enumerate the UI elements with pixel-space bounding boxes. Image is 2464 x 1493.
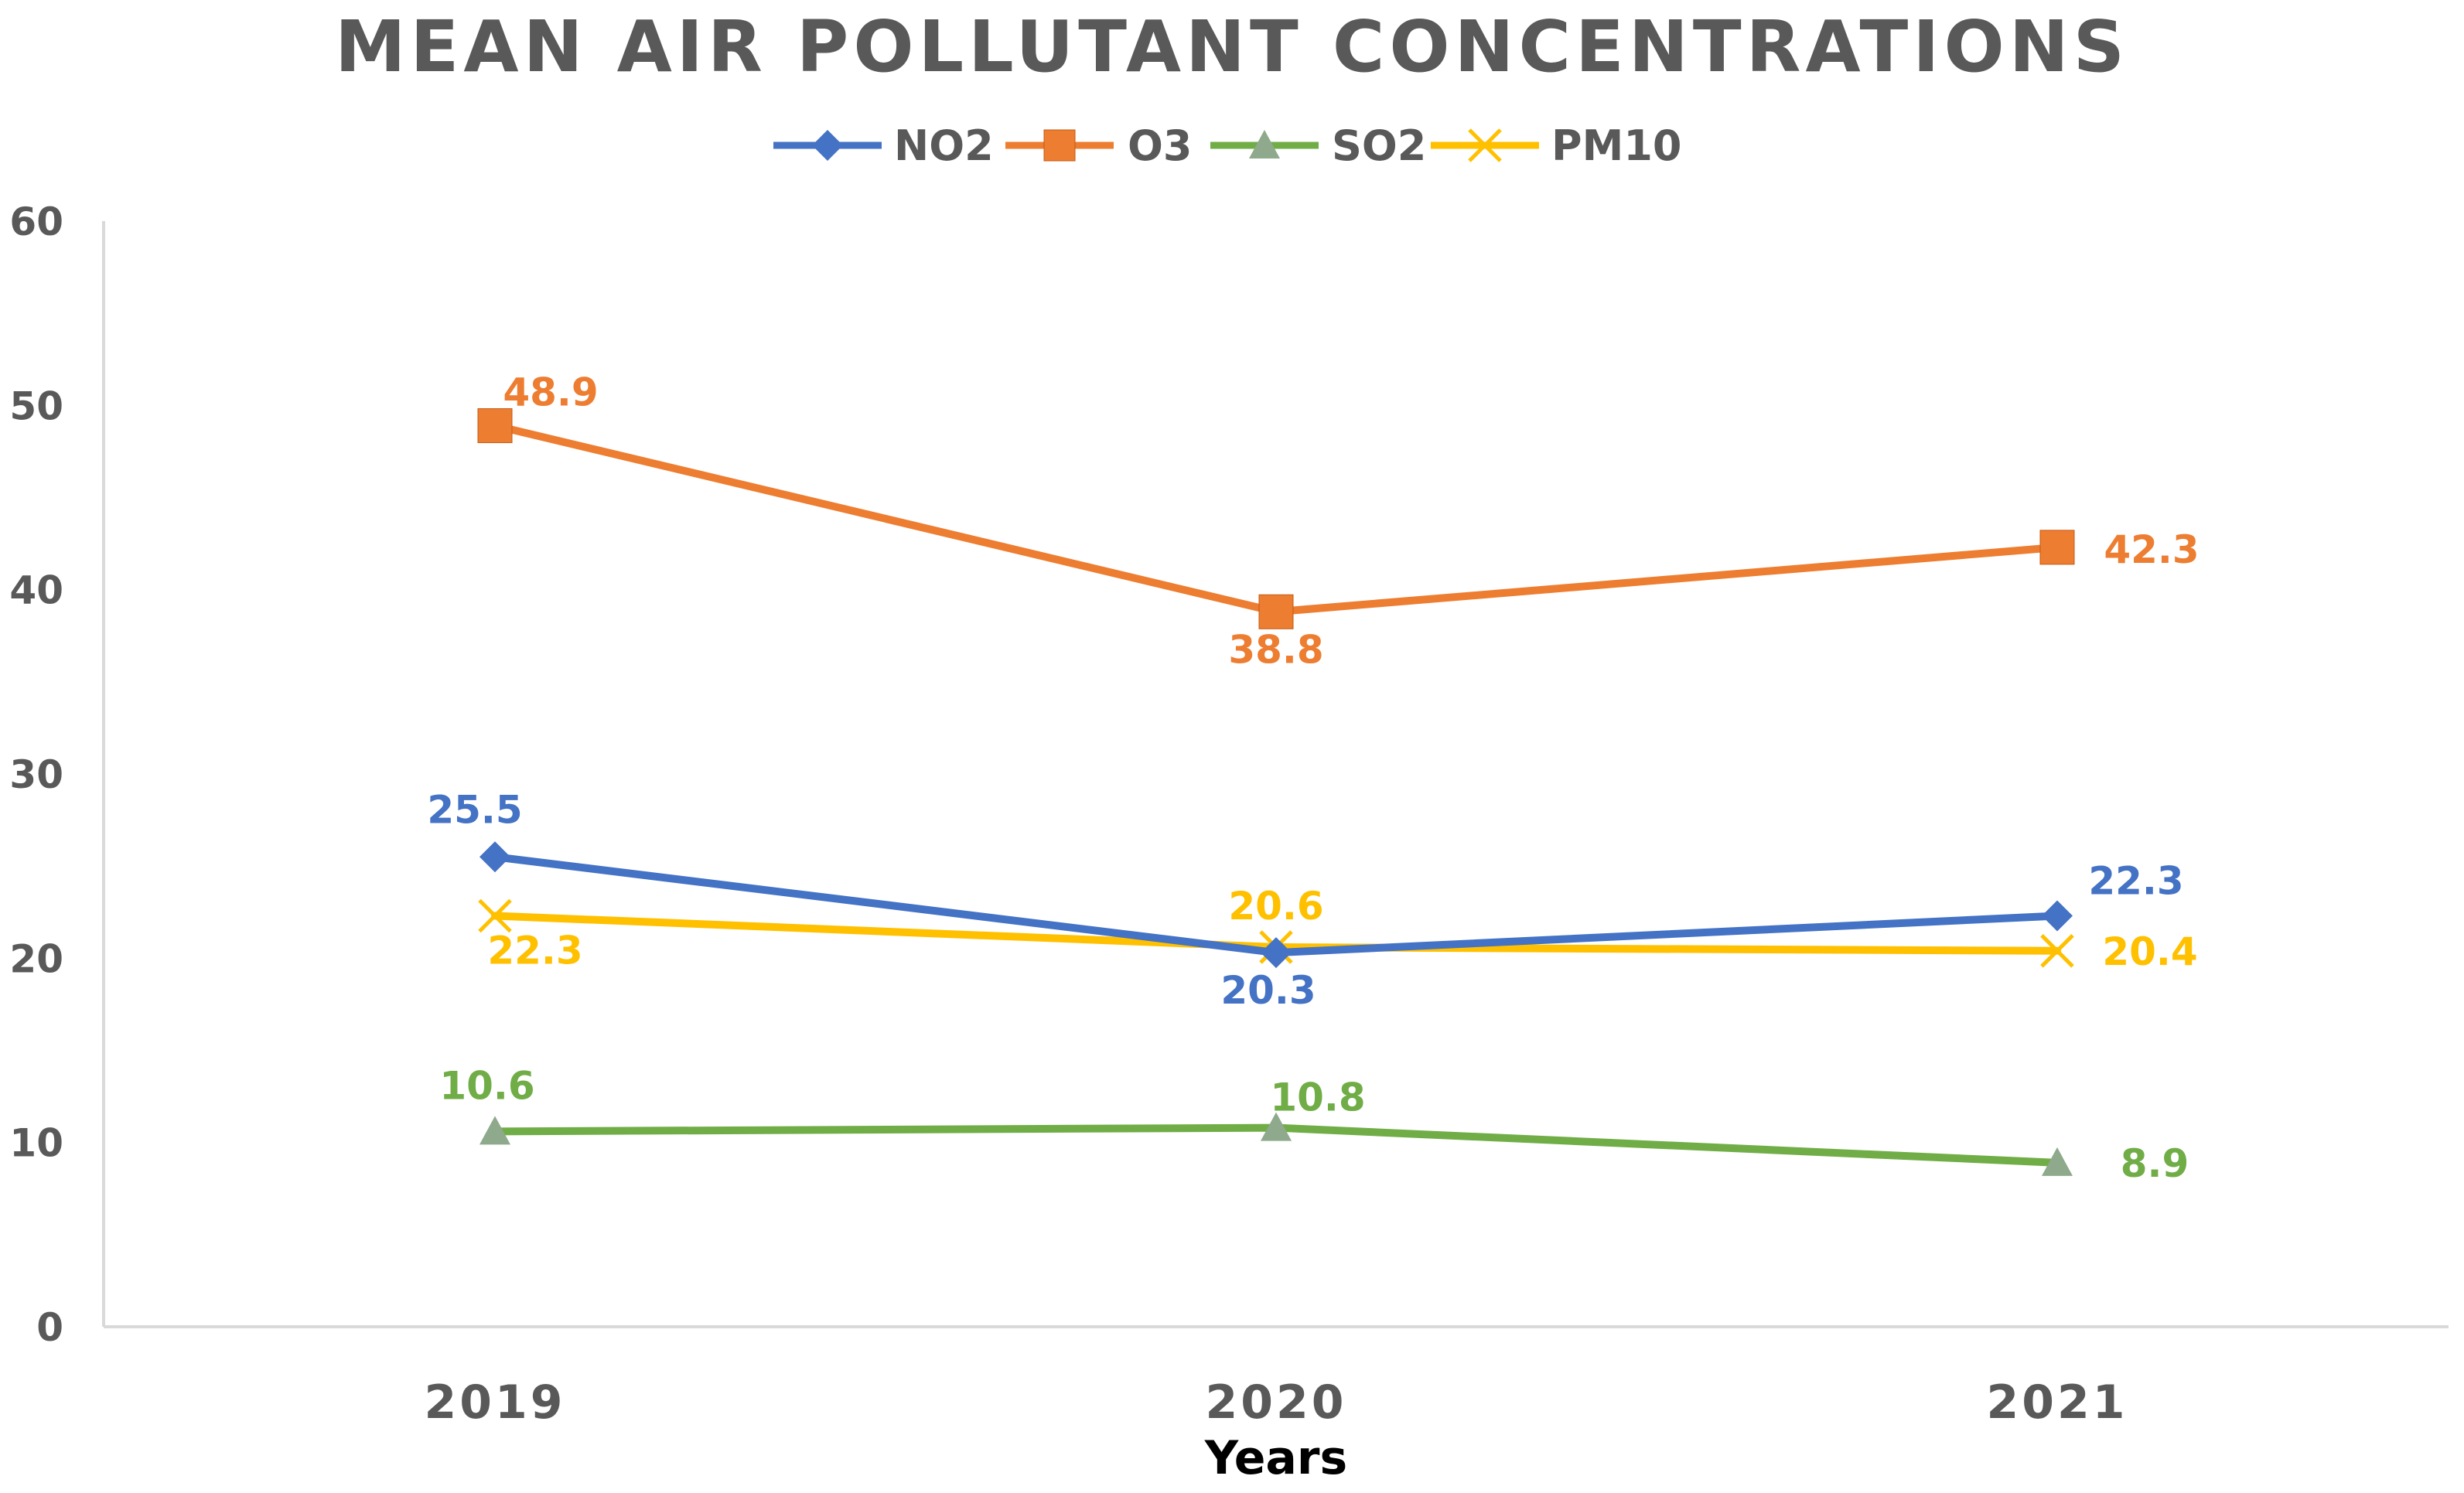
legend-item: NO2 [773, 121, 994, 170]
data-labels: 25.5 20.3 22.3 48.9 38.8 42.3 10.6 10.8 8.9 22.3 2… [427, 370, 2199, 1186]
data-label: 20.6 [1228, 884, 1323, 929]
data-label: 48.9 [503, 370, 598, 415]
y-axis-ticks: 0 10 20 30 40 50 60 [9, 199, 63, 1350]
data-point [1258, 594, 1294, 629]
data-label: 38.8 [1228, 627, 1323, 672]
x-axis-ticks: 2019 2020 2021 [425, 1375, 2128, 1430]
data-label: 20.4 [2102, 929, 2197, 974]
x-tick-label: 2019 [425, 1375, 566, 1430]
chart-title: MEAN AIR POLLUTANT CONCENTRATIONS [335, 5, 2129, 88]
x-tick-label: 2020 [1206, 1375, 1347, 1430]
data-label: 42.3 [2104, 527, 2199, 572]
data-label: 22.3 [487, 929, 582, 973]
data-point [1261, 1112, 1292, 1141]
data-point [2039, 530, 2075, 565]
series-line [491, 421, 2061, 616]
series-markers [477, 408, 2075, 1176]
y-tick-label: 20 [9, 936, 63, 981]
y-tick-label: 0 [36, 1305, 63, 1350]
legend-item: O3 [1005, 121, 1192, 170]
y-tick-label: 10 [9, 1121, 63, 1166]
legend-item: PM10 [1431, 121, 1681, 170]
data-point [2042, 900, 2073, 932]
series-lines [491, 421, 2061, 1167]
legend-label: SO2 [1332, 121, 1426, 170]
x-axis-label: Years [1204, 1431, 1347, 1485]
data-label: 25.5 [427, 787, 522, 832]
legend-label: PM10 [1551, 121, 1681, 170]
y-tick-label: 50 [9, 383, 63, 428]
data-point [478, 898, 512, 933]
data-point [479, 841, 510, 873]
data-label: 8.9 [2121, 1141, 2189, 1186]
data-label: 10.8 [1270, 1075, 1365, 1120]
legend-marker [1249, 130, 1280, 159]
legend: NO2 O3 SO2 PM10 [773, 121, 1681, 170]
data-label: 20.3 [1220, 968, 1316, 1013]
legend-item: SO2 [1210, 121, 1426, 170]
x-tick-label: 2021 [1987, 1375, 2128, 1430]
legend-label: NO2 [894, 121, 994, 170]
data-point [2042, 1147, 2073, 1176]
data-point [479, 1116, 510, 1145]
legend-marker [1468, 128, 1502, 162]
data-point [477, 408, 513, 444]
legend-label: O3 [1128, 121, 1192, 170]
data-label: 22.3 [2088, 859, 2183, 904]
y-tick-label: 30 [9, 752, 63, 797]
y-tick-label: 40 [9, 568, 63, 613]
data-point [1261, 937, 1292, 969]
legend-marker [1043, 129, 1076, 162]
legend-marker [812, 130, 843, 161]
y-tick-label: 60 [9, 199, 63, 244]
data-label: 10.6 [439, 1063, 534, 1108]
data-point [2040, 934, 2074, 968]
